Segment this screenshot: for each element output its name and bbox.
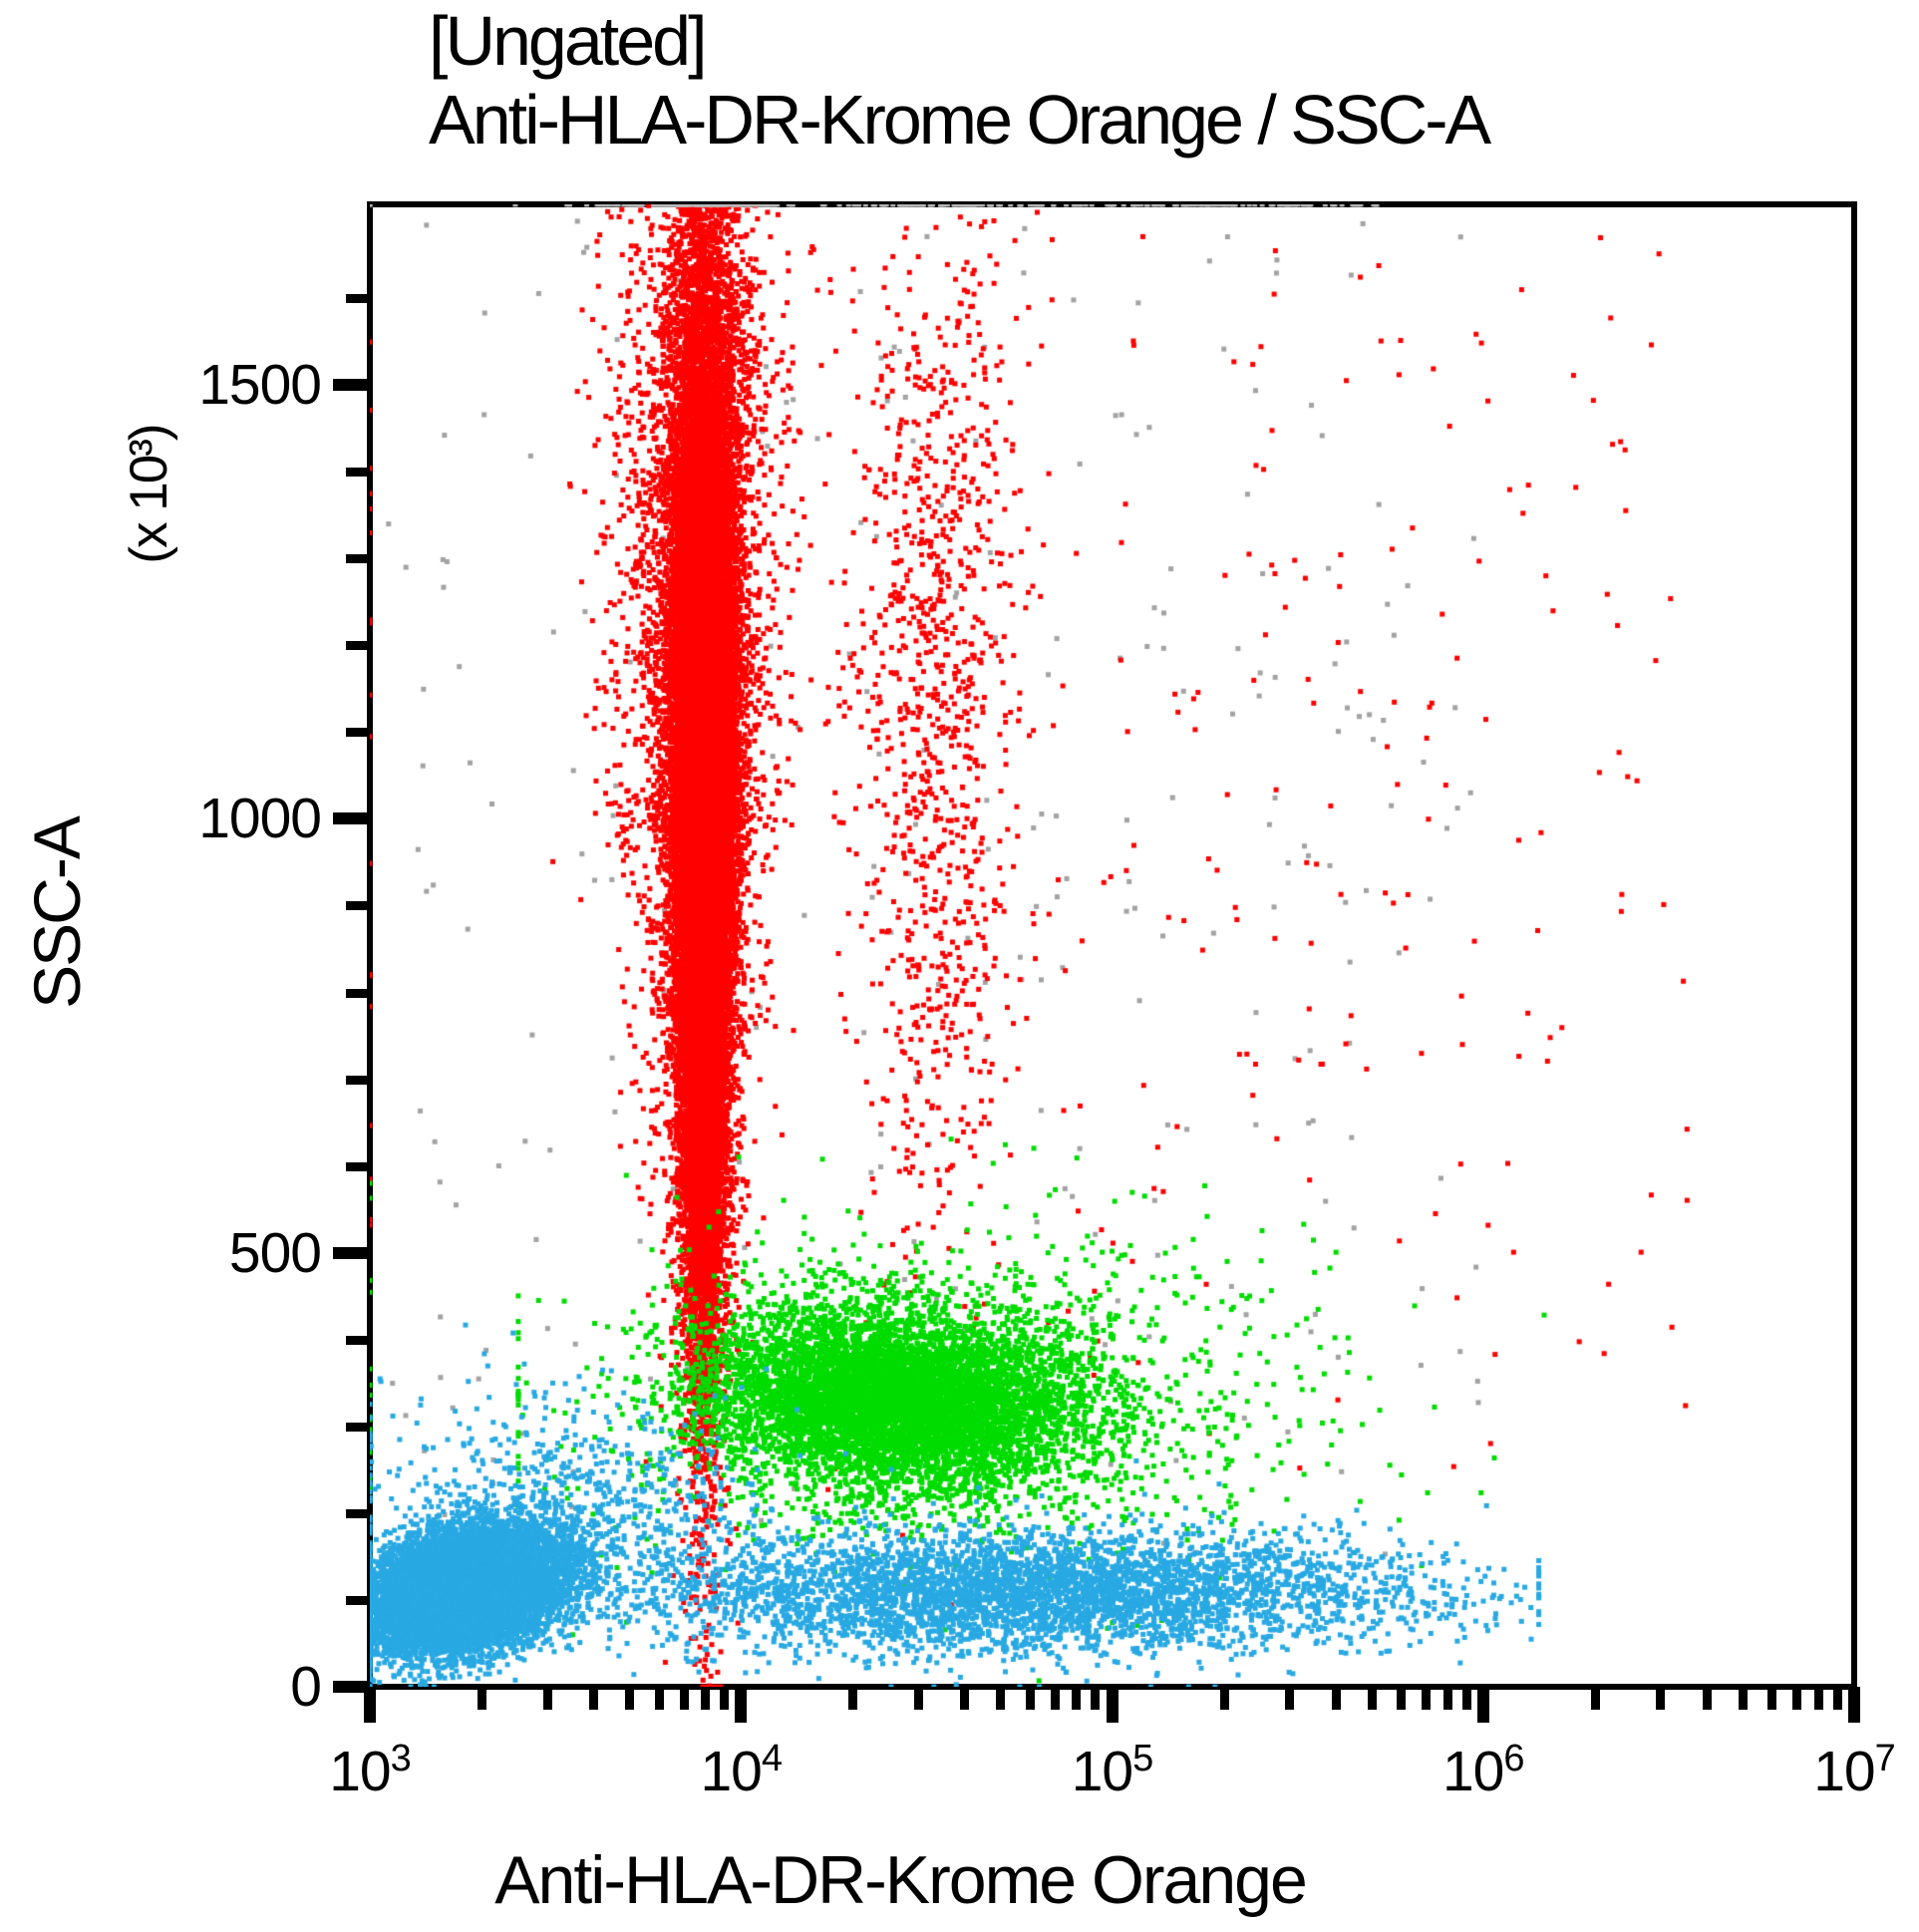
x-minor-tick <box>1422 1687 1432 1710</box>
x-minor-tick <box>960 1687 970 1710</box>
x-major-tick <box>1848 1687 1860 1723</box>
x-minor-tick <box>1331 1687 1341 1710</box>
y-minor-tick <box>346 294 369 304</box>
x-minor-tick <box>720 1687 730 1710</box>
y-major-tick <box>333 1246 369 1259</box>
x-tick-label: 103 <box>270 1737 470 1806</box>
x-tick-exponent: 4 <box>761 1738 783 1779</box>
x-tick-label: 106 <box>1384 1737 1583 1806</box>
x-major-tick <box>1106 1687 1119 1723</box>
y-minor-tick <box>346 641 369 651</box>
x-minor-tick <box>1767 1687 1777 1710</box>
y-minor-tick <box>346 901 369 911</box>
x-minor-tick <box>1590 1687 1600 1710</box>
y-tick-label: 1500 <box>198 353 322 418</box>
x-minor-tick <box>1656 1687 1666 1710</box>
x-minor-tick <box>1702 1687 1712 1710</box>
y-minor-tick <box>346 1508 369 1518</box>
x-major-tick <box>735 1687 748 1723</box>
x-minor-tick <box>1219 1687 1229 1710</box>
y-minor-tick <box>346 1422 369 1432</box>
x-minor-tick <box>625 1687 635 1710</box>
scatter-dots-canvas[interactable] <box>370 204 1854 1687</box>
x-minor-tick <box>913 1687 923 1710</box>
x-tick-mantissa: 10 <box>700 1740 762 1803</box>
x-minor-tick <box>1072 1687 1082 1710</box>
y-tick-label: 1000 <box>198 787 322 851</box>
x-tick-exponent: 3 <box>390 1738 412 1779</box>
x-major-tick <box>1476 1687 1489 1723</box>
x-tick-mantissa: 10 <box>329 1740 391 1803</box>
x-minor-tick <box>701 1687 711 1710</box>
x-minor-tick <box>1367 1687 1377 1710</box>
y-axis-label: SSC-A <box>20 817 94 1009</box>
x-minor-tick <box>1091 1687 1101 1710</box>
x-minor-tick <box>1397 1687 1407 1710</box>
x-tick-mantissa: 10 <box>1441 1740 1504 1803</box>
x-tick-mantissa: 10 <box>1813 1740 1875 1803</box>
x-minor-tick <box>996 1687 1006 1710</box>
x-minor-tick <box>1461 1687 1471 1710</box>
x-tick-exponent: 5 <box>1132 1738 1153 1779</box>
x-minor-tick <box>679 1687 689 1710</box>
x-minor-tick <box>1738 1687 1748 1710</box>
y-minor-tick <box>346 468 369 478</box>
x-tick-exponent: 6 <box>1503 1738 1524 1779</box>
x-minor-tick <box>542 1687 552 1710</box>
x-minor-tick <box>589 1687 599 1710</box>
y-tick-label: 0 <box>290 1655 322 1719</box>
y-minor-tick <box>346 1595 369 1605</box>
plot-title-block: [Ungated] Anti-HLA-DR-Krome Orange / SSC… <box>429 2 1491 160</box>
x-minor-tick <box>1832 1687 1842 1710</box>
y-minor-tick <box>346 1075 369 1085</box>
x-minor-tick <box>1792 1687 1802 1710</box>
x-major-tick <box>364 1687 376 1723</box>
y-minor-tick <box>346 554 369 564</box>
x-tick-mantissa: 10 <box>1071 1740 1133 1803</box>
x-minor-tick <box>1025 1687 1035 1710</box>
x-tick-label: 104 <box>641 1737 840 1806</box>
x-minor-tick <box>478 1687 487 1710</box>
y-major-tick <box>333 379 369 392</box>
gate-name-label: [Ungated] <box>429 2 708 80</box>
plot-parameters-title: Anti-HLA-DR-Krome Orange / SSC-A <box>429 81 1491 159</box>
x-minor-tick <box>1050 1687 1060 1710</box>
x-minor-tick <box>848 1687 858 1710</box>
y-tick-label: 500 <box>228 1220 322 1285</box>
y-minor-tick <box>346 1161 369 1171</box>
x-axis-label: Anti-HLA-DR-Krome Orange <box>494 1842 1308 1918</box>
x-minor-tick <box>1813 1687 1823 1710</box>
y-major-tick <box>333 812 369 825</box>
y-minor-tick <box>346 1335 369 1345</box>
x-minor-tick <box>1442 1687 1452 1710</box>
x-minor-tick <box>654 1687 664 1710</box>
x-minor-tick <box>1285 1687 1295 1710</box>
x-tick-exponent: 7 <box>1874 1738 1896 1779</box>
y-minor-tick <box>346 988 369 998</box>
x-tick-label: 105 <box>1013 1737 1212 1806</box>
y-major-tick <box>333 1681 369 1693</box>
y-minor-tick <box>346 728 369 738</box>
x-tick-label: 107 <box>1755 1737 1919 1806</box>
